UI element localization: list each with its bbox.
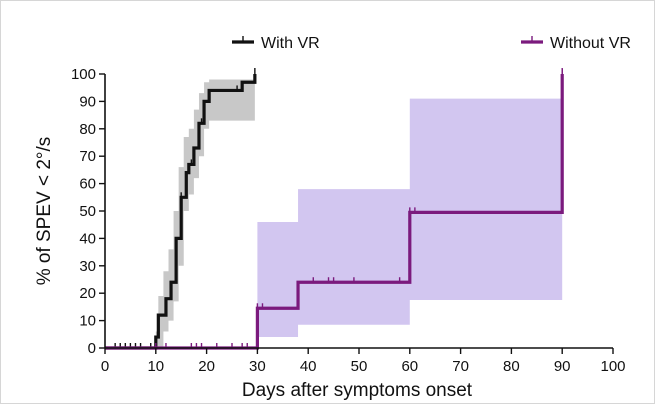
x-tick-label: 90 bbox=[554, 358, 571, 375]
x-axis-label: Days after symptoms onset bbox=[242, 380, 473, 401]
y-tick-label: 30 bbox=[79, 258, 96, 275]
y-tick-label: 80 bbox=[79, 121, 96, 138]
y-tick-label: 70 bbox=[79, 148, 96, 165]
y-tick-label: 40 bbox=[79, 230, 96, 247]
y-axis-label: % of SPEV < 2°/s bbox=[34, 137, 55, 286]
x-tick-label: 80 bbox=[503, 358, 520, 375]
y-tick-label: 60 bbox=[79, 176, 96, 193]
survival-curve-with-vr bbox=[105, 74, 257, 350]
x-tick-label: 50 bbox=[351, 358, 368, 375]
x-tick-label: 40 bbox=[300, 358, 317, 375]
x-tick-label: 60 bbox=[401, 358, 418, 375]
x-tick-label: 100 bbox=[600, 358, 625, 375]
legend-item-with-vr: With VR bbox=[232, 35, 320, 52]
y-tick-label: 90 bbox=[79, 93, 96, 110]
survival-curve-without-vr bbox=[105, 74, 564, 350]
y-tick-label: 0 bbox=[88, 340, 96, 357]
y-tick-label: 20 bbox=[79, 285, 96, 302]
legend-item-without-vr: Without VR bbox=[521, 35, 631, 52]
y-tick-label: 100 bbox=[71, 66, 96, 83]
axes: 0 10 20 30 40 50 60 70 80 90 100 0 10 20 30 40 50 60 70 80 9… bbox=[71, 66, 626, 375]
y-tick-label: 10 bbox=[79, 313, 96, 330]
x-tick-label: 30 bbox=[249, 358, 266, 375]
x-tick-label: 0 bbox=[101, 358, 109, 375]
x-tick-label: 10 bbox=[147, 358, 164, 375]
y-tick-label: 50 bbox=[79, 203, 96, 220]
confidence-band-with-vr bbox=[153, 74, 255, 348]
x-tick-label: 70 bbox=[452, 358, 469, 375]
x-tick-label: 20 bbox=[198, 358, 215, 375]
legend-label-without-vr: Without VR bbox=[550, 35, 631, 52]
legend-label-with-vr: With VR bbox=[261, 35, 320, 52]
